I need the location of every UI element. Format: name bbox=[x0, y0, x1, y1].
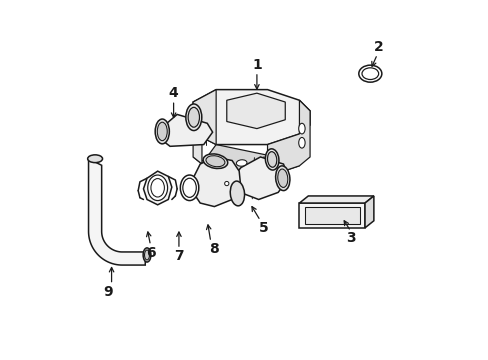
Ellipse shape bbox=[236, 160, 246, 166]
Ellipse shape bbox=[144, 250, 149, 260]
Text: 6: 6 bbox=[145, 246, 155, 260]
Ellipse shape bbox=[147, 175, 167, 201]
Ellipse shape bbox=[361, 68, 378, 80]
Text: 7: 7 bbox=[174, 249, 183, 263]
Polygon shape bbox=[304, 207, 359, 224]
Polygon shape bbox=[299, 196, 373, 203]
Polygon shape bbox=[193, 90, 216, 164]
Text: 5: 5 bbox=[259, 221, 268, 235]
Ellipse shape bbox=[205, 156, 224, 167]
Ellipse shape bbox=[358, 65, 381, 82]
Text: 8: 8 bbox=[209, 242, 219, 256]
Ellipse shape bbox=[298, 123, 305, 134]
Ellipse shape bbox=[157, 122, 167, 141]
Ellipse shape bbox=[183, 178, 196, 197]
Polygon shape bbox=[299, 203, 364, 228]
Ellipse shape bbox=[298, 138, 305, 148]
Ellipse shape bbox=[230, 181, 244, 206]
Ellipse shape bbox=[277, 169, 287, 188]
Ellipse shape bbox=[265, 149, 278, 170]
Ellipse shape bbox=[151, 179, 164, 197]
Polygon shape bbox=[226, 93, 285, 129]
Ellipse shape bbox=[180, 175, 198, 201]
Ellipse shape bbox=[188, 107, 199, 127]
Text: 1: 1 bbox=[251, 58, 261, 72]
Text: 3: 3 bbox=[346, 231, 355, 246]
Ellipse shape bbox=[155, 119, 169, 144]
Polygon shape bbox=[193, 145, 299, 176]
Ellipse shape bbox=[203, 154, 227, 168]
Polygon shape bbox=[159, 114, 212, 146]
Ellipse shape bbox=[185, 104, 202, 131]
Ellipse shape bbox=[143, 248, 151, 262]
Text: 9: 9 bbox=[103, 285, 113, 299]
Polygon shape bbox=[364, 196, 373, 228]
Text: 2: 2 bbox=[373, 40, 383, 54]
Polygon shape bbox=[267, 100, 309, 176]
Text: 4: 4 bbox=[168, 86, 178, 100]
Ellipse shape bbox=[267, 152, 276, 167]
Ellipse shape bbox=[275, 166, 289, 190]
Polygon shape bbox=[193, 90, 309, 145]
Polygon shape bbox=[232, 157, 288, 199]
Polygon shape bbox=[143, 171, 171, 205]
Ellipse shape bbox=[224, 181, 228, 186]
Ellipse shape bbox=[87, 155, 102, 163]
Polygon shape bbox=[193, 157, 241, 207]
Polygon shape bbox=[88, 159, 145, 265]
